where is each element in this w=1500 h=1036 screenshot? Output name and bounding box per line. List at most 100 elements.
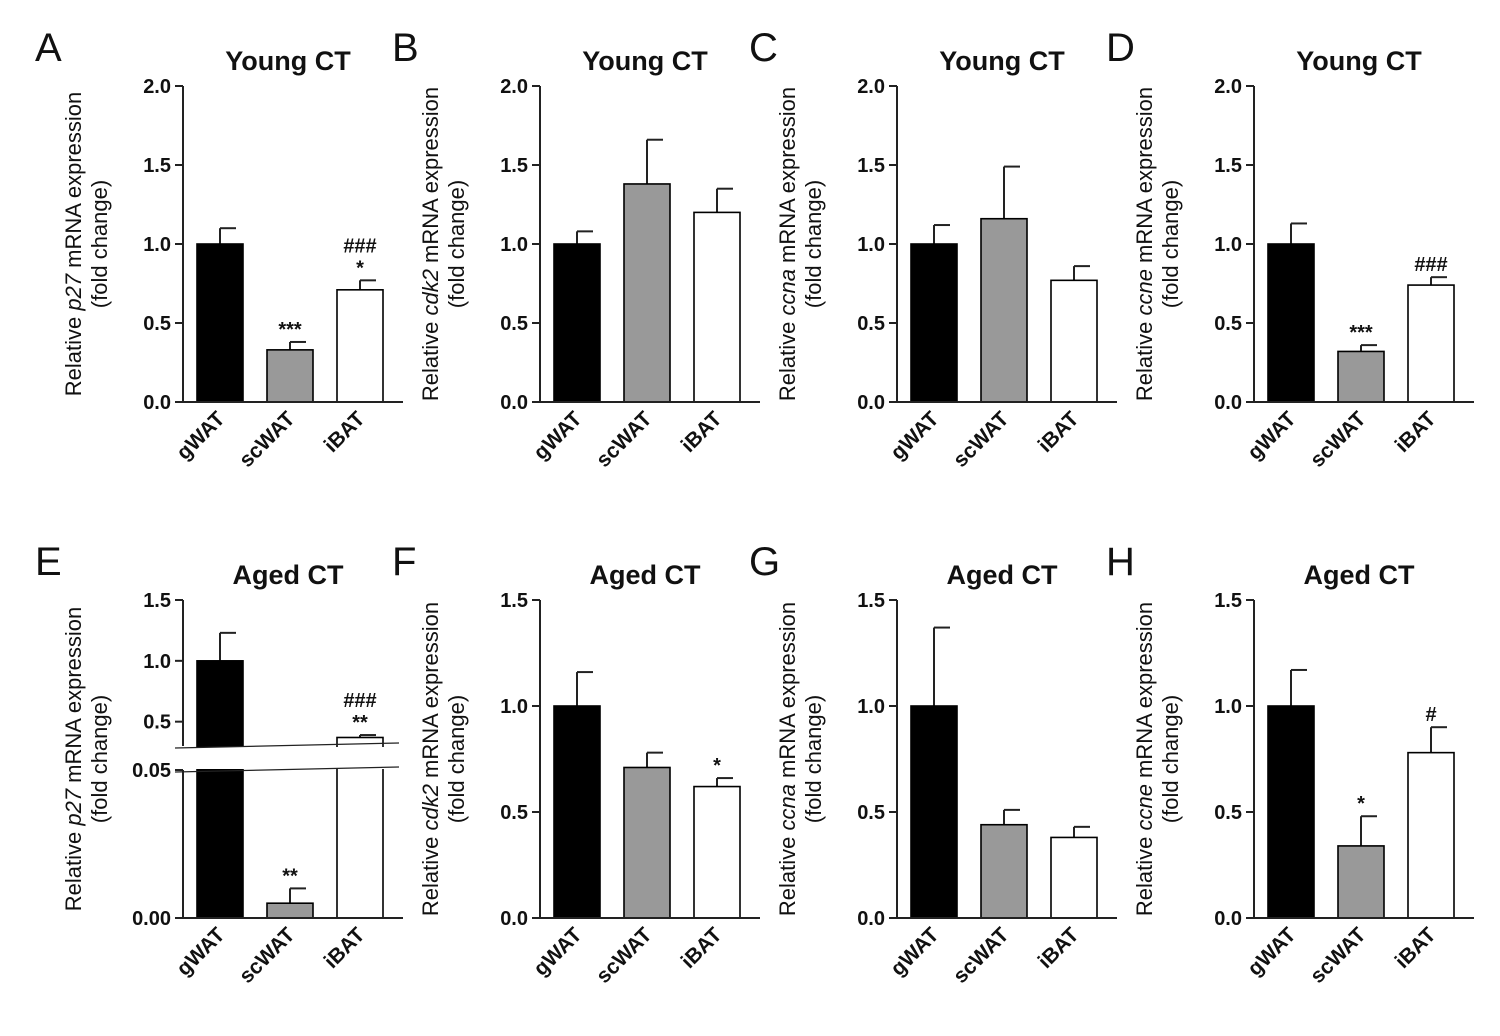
y-tick-label: 0.0 — [500, 392, 528, 414]
y-axis-label-gene: p27 — [61, 273, 86, 311]
y-tick-label: 0.0 — [1214, 392, 1242, 414]
category-label: gWAT — [529, 923, 586, 980]
panel-d: D Young CT Relative ccne mRNA expression (f… — [1106, 26, 1474, 472]
panel-title: Young CT — [225, 46, 351, 76]
y-axis-label-prefix: Relative — [1132, 831, 1157, 917]
y-axis-label: Relative cdk2 mRNA expression — [418, 87, 443, 401]
panel-title: Aged CT — [947, 560, 1059, 590]
panel-title: Young CT — [582, 46, 708, 76]
panel-h: H Aged CT Relative ccne mRNA expression (fo… — [1106, 540, 1474, 988]
bar-ibat — [1050, 836, 1098, 919]
y-tick-label: 2.0 — [1214, 76, 1242, 98]
y-axis-label-line2: (fold change) — [801, 695, 826, 823]
significance-marker-top: # — [1425, 704, 1436, 726]
y-axis-label-line2: (fold change) — [801, 180, 826, 308]
category-label: iBAT — [320, 923, 370, 973]
bar-ibat — [1050, 279, 1098, 403]
y-axis-label-suffix: mRNA expression — [775, 602, 800, 784]
category-label: iBAT — [320, 407, 370, 457]
y-tick-label: 2.0 — [857, 76, 885, 98]
significance-marker: *** — [278, 319, 302, 341]
panel-title: Aged CT — [590, 560, 702, 590]
y-axis-label-gene: cdk2 — [418, 784, 443, 830]
y-axis-label-line2: (fold change) — [1158, 180, 1183, 308]
panel-a: A Young CT Relative p27 mRNA expression (fo… — [35, 26, 403, 472]
y-axis-label-prefix: Relative — [1132, 316, 1157, 402]
bar-scwat — [266, 902, 314, 919]
panel-c: C Young CT Relative ccna mRNA expression (f… — [749, 26, 1117, 472]
category-label: scWAT — [1306, 923, 1371, 988]
y-axis-label-gene: ccna — [775, 269, 800, 315]
y-tick-label: 1.0 — [1214, 696, 1242, 718]
y-axis-label-suffix: mRNA expression — [418, 602, 443, 784]
category-label: scWAT — [949, 923, 1014, 988]
y-axis-label-suffix: mRNA expression — [61, 92, 86, 274]
y-tick-label: 0.5 — [500, 802, 528, 824]
panel-letter: A — [35, 26, 62, 70]
y-axis-label-line2: (fold change) — [1158, 695, 1183, 823]
y-tick-label: 1.0 — [1214, 234, 1242, 256]
bar-ibat — [693, 785, 741, 919]
y-axis-label: Relative ccna mRNA expression — [775, 602, 800, 916]
category-label: scWAT — [592, 407, 657, 472]
y-tick-label: 1.0 — [143, 234, 171, 256]
significance-marker: *** — [1349, 322, 1373, 344]
y-axis-label-suffix: mRNA expression — [61, 607, 86, 789]
y-tick-label: 1.5 — [143, 155, 171, 177]
y-tick-label: 0.5 — [143, 313, 171, 335]
significance-marker: ** — [352, 712, 368, 734]
y-tick-label: 0.5 — [143, 712, 171, 734]
bar-gwat — [910, 705, 958, 919]
y-axis-label: Relative p27 mRNA expression — [61, 607, 86, 912]
significance-marker: * — [713, 755, 721, 777]
category-label: scWAT — [235, 407, 300, 472]
category-label: scWAT — [235, 923, 300, 988]
y-axis-label-line2: (fold change) — [444, 695, 469, 823]
bar-scwat — [623, 766, 671, 919]
y-tick-label: 1.0 — [500, 696, 528, 718]
y-axis-label-prefix: Relative — [418, 831, 443, 917]
category-label: iBAT — [1391, 923, 1441, 973]
bar-gwat — [196, 660, 244, 919]
y-axis-label-suffix: mRNA expression — [1132, 87, 1157, 269]
category-label: gWAT — [1243, 923, 1300, 980]
y-axis-label-suffix: mRNA expression — [1132, 602, 1157, 784]
y-tick-label: 2.0 — [500, 76, 528, 98]
y-tick-label: 0.00 — [132, 908, 171, 930]
significance-marker: ** — [282, 865, 298, 887]
panel-letter: E — [35, 540, 62, 584]
category-label: gWAT — [1243, 407, 1300, 464]
y-tick-label: 0.5 — [500, 313, 528, 335]
panel-letter: H — [1106, 540, 1135, 584]
panel-f: F Aged CT Relative cdk2 mRNA expression (fo… — [392, 540, 760, 988]
y-tick-label: 1.0 — [500, 234, 528, 256]
y-axis-label-prefix: Relative — [775, 316, 800, 402]
y-tick-label: 1.5 — [857, 590, 885, 612]
category-label: iBAT — [677, 407, 727, 457]
y-tick-label: 1.0 — [143, 651, 171, 673]
bar-gwat — [553, 705, 601, 919]
y-tick-label: 0.0 — [857, 908, 885, 930]
y-tick-label: 2.0 — [143, 76, 171, 98]
axis-break-line — [174, 742, 400, 749]
y-tick-label: 0.05 — [132, 760, 171, 782]
bar-scwat — [1337, 845, 1385, 919]
y-axis-label-gene: ccne — [1132, 784, 1157, 830]
y-tick-label: 0.0 — [143, 392, 171, 414]
bar-break-gap — [336, 747, 384, 769]
y-axis-label-prefix: Relative — [775, 831, 800, 917]
y-tick-label: 0.0 — [500, 908, 528, 930]
bar-scwat — [980, 217, 1028, 403]
category-label: scWAT — [949, 407, 1014, 472]
y-tick-label: 1.5 — [143, 590, 171, 612]
y-tick-label: 1.5 — [500, 590, 528, 612]
category-label: gWAT — [172, 923, 229, 980]
y-axis-label: Relative p27 mRNA expression — [61, 92, 86, 397]
panel-e: E Aged CT Relative p27 mRNA expression (fol… — [35, 540, 403, 988]
panel-letter: G — [749, 540, 780, 584]
panel-letter: F — [392, 540, 416, 584]
y-tick-label: 1.5 — [857, 155, 885, 177]
category-label: scWAT — [1306, 407, 1371, 472]
y-tick-label: 1.5 — [500, 155, 528, 177]
